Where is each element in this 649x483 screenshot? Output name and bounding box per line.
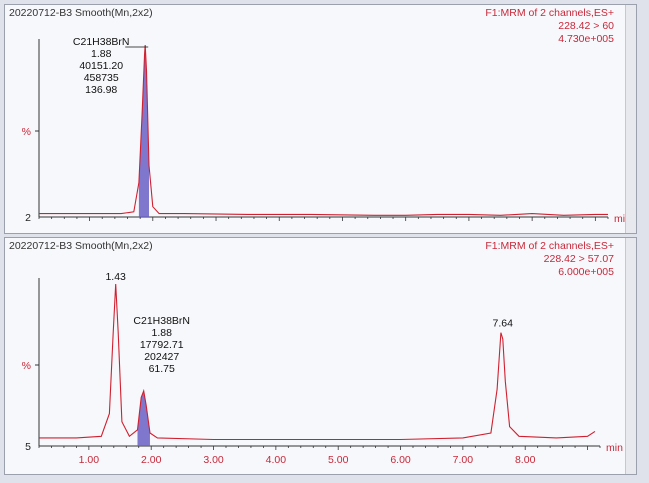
peak-signal-to-noise: 61.75 <box>149 363 175 375</box>
peak-label-rt-1: 1.43 <box>105 271 126 283</box>
x-tick-label: 3.00 <box>203 454 224 466</box>
chromatogram-trace <box>39 283 596 441</box>
panel-title: 20220712-B3 Smooth(Mn,2x2) <box>9 240 153 252</box>
channel-transition: 228.42 > 57.07 <box>543 253 614 265</box>
channel-intensity: 6.000e+005 <box>558 266 614 278</box>
channel-intensity: 4.730e+005 <box>558 33 614 45</box>
peak-retention-time: 1.88 <box>152 327 173 339</box>
vertical-scrollbar[interactable] <box>625 238 636 474</box>
peak-height: 458735 <box>84 72 119 84</box>
peak-area: 40151.20 <box>79 60 123 72</box>
x-tick-label: 7.00 <box>453 454 474 466</box>
peak-compound-name: C21H38BrN <box>73 36 130 48</box>
x-axis-unit: min <box>606 442 623 454</box>
x-tick-label: 1.00 <box>79 454 100 466</box>
x-tick-label: 8.00 <box>515 454 536 466</box>
peak-compound-name: C21H38BrN <box>133 315 190 327</box>
x-tick-label: 6.00 <box>390 454 411 466</box>
y-axis-min-label: 5 <box>25 441 31 453</box>
chromatogram-plot-bottom: % 5 min 1.43 7.64 C21H38BrN1.8817792.71202427… <box>22 271 623 466</box>
peak-area: 17792.71 <box>140 339 184 351</box>
y-axis-label: % <box>22 126 31 138</box>
chromatogram-panel-top[interactable]: 20220712-B3 Smooth(Mn,2x2) F1:MRM of 2 c… <box>4 4 637 234</box>
x-tick-label: 4.00 <box>266 454 287 466</box>
x-tick-label: 2.00 <box>141 454 162 466</box>
panel-title: 20220712-B3 Smooth(Mn,2x2) <box>9 7 153 19</box>
peak-height: 202427 <box>144 351 179 363</box>
x-tick-label: 5.00 <box>328 454 349 466</box>
chromatogram-trace <box>39 44 608 216</box>
peak-label-rt-3: 7.64 <box>493 318 514 330</box>
peak-signal-to-noise: 136.98 <box>85 84 117 96</box>
channel-info-line: F1:MRM of 2 channels,ES+ <box>485 7 614 19</box>
y-axis-min-label: 2 <box>25 212 31 224</box>
channel-transition: 228.42 > 60 <box>558 20 614 32</box>
channel-info-line: F1:MRM of 2 channels,ES+ <box>485 240 614 252</box>
vertical-scrollbar[interactable] <box>625 5 636 233</box>
chromatogram-panel-bottom[interactable]: 20220712-B3 Smooth(Mn,2x2) F1:MRM of 2 c… <box>4 237 637 475</box>
peak-retention-time: 1.88 <box>91 48 112 60</box>
y-axis-label: % <box>22 360 31 372</box>
channel-info: F1:MRM of 2 channels,ES+ 228.42 > 57.07 … <box>485 240 614 279</box>
channel-info: F1:MRM of 2 channels,ES+ 228.42 > 60 4.7… <box>485 7 614 46</box>
